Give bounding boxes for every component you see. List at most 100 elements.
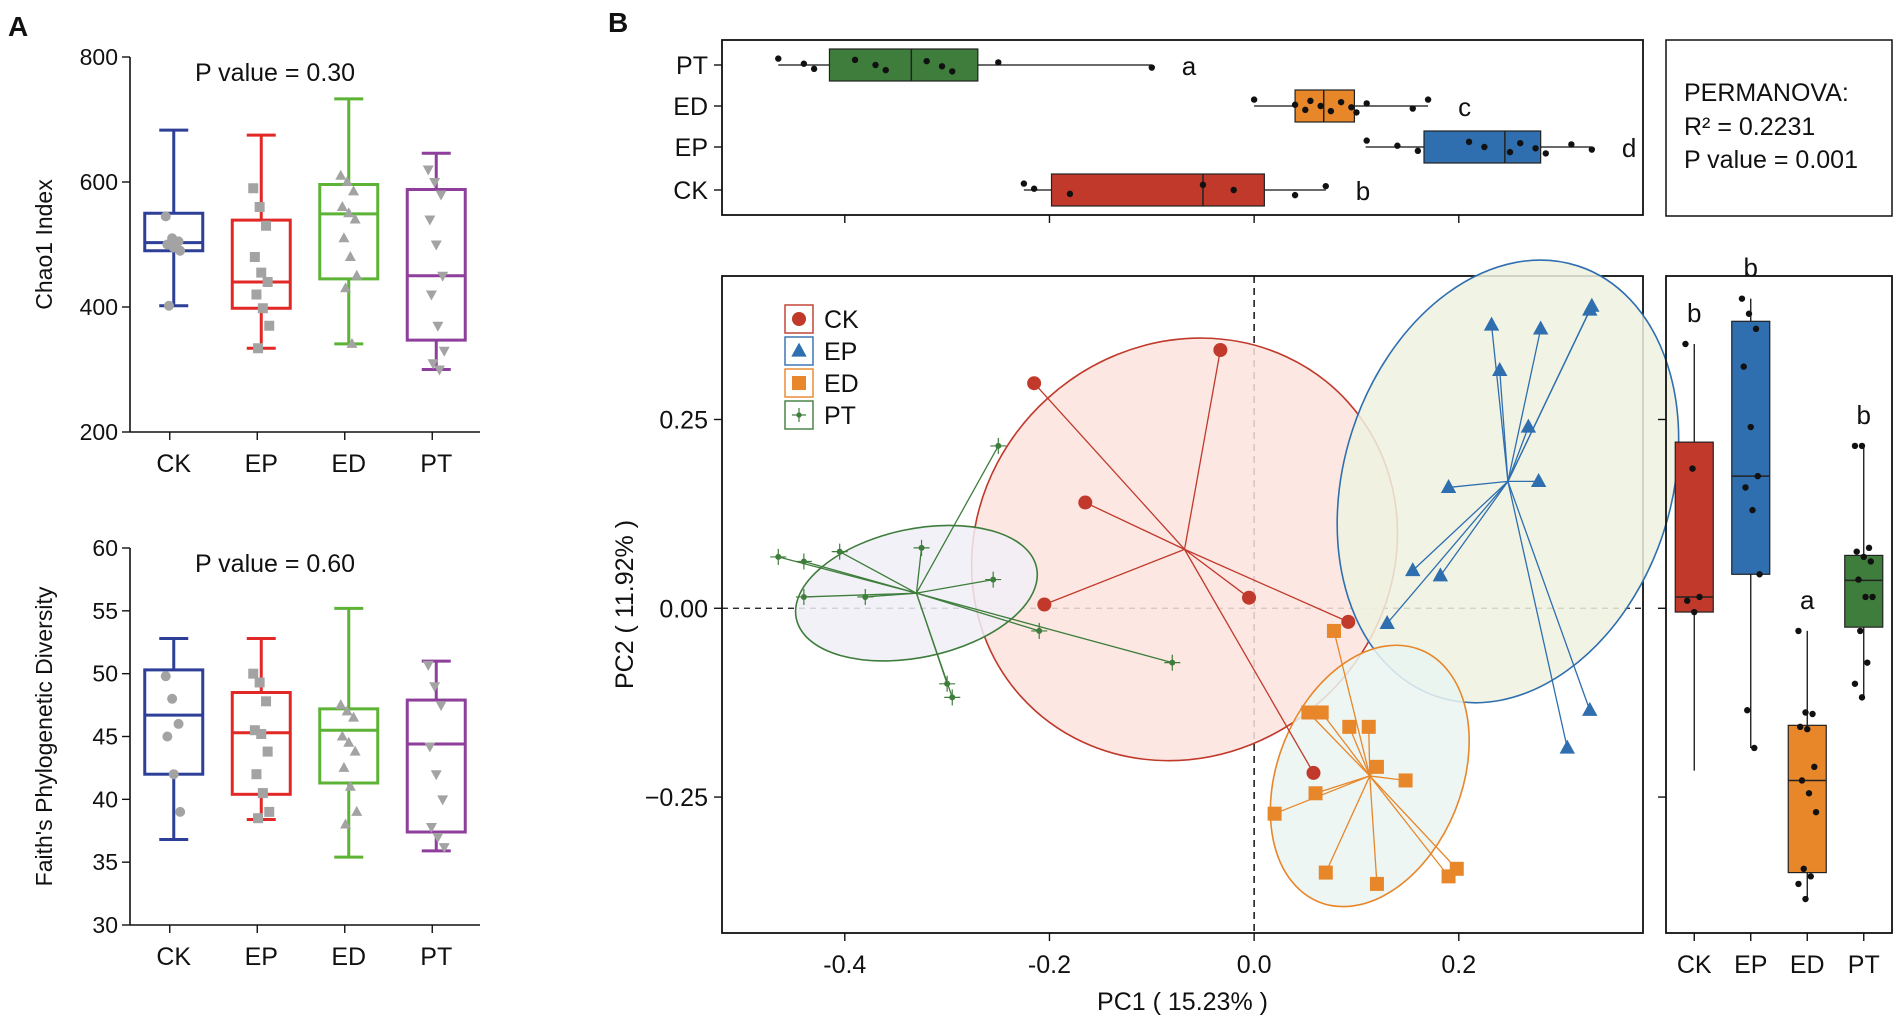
data-point [256,267,267,278]
data-point [437,795,449,806]
scatter-point [944,689,961,706]
spoke-line [916,592,1173,664]
data-point [341,705,353,716]
data-point [1756,571,1763,578]
scatter-point [939,675,956,692]
y-tick-label: 60 [92,535,118,561]
data-point [341,176,353,186]
box-pt: PT [405,659,467,971]
y-tick-label: PT [676,52,708,80]
scatter-point [1306,765,1321,780]
data-point [335,699,347,710]
data-point [872,61,879,69]
data-point [1804,725,1811,733]
significance-letter: c [1458,92,1471,122]
spoke-line [1183,549,1315,774]
iqr-box [1423,130,1542,164]
data-point [257,788,268,799]
p-value-annotation: P value = 0.60 [195,550,355,578]
data-point [1802,895,1809,903]
iqr-box [1050,173,1265,207]
scatter-point [1379,614,1395,629]
data-point [175,245,186,256]
data-point [248,668,259,679]
y-tick-label: EP [675,134,708,162]
spoke-line [1369,775,1458,870]
data-point [435,701,447,712]
significance-letter: b [1857,400,1871,430]
box-ck: CK [143,128,205,478]
significance-letter: b [1687,298,1701,328]
legend-label: ED [824,370,859,398]
x-tick-label: ED [331,450,366,478]
x-axis-label: PC1 ( 15.23% ) [1097,988,1268,1016]
y-tick-label: 40 [92,786,118,812]
y-tick-label: 35 [92,849,118,875]
x-tick-label: CK [156,450,191,478]
significance-letter: b [1356,176,1370,206]
x-tick-label: CK [1677,951,1712,979]
data-point [262,277,273,287]
box-ep: EP [230,636,292,971]
spoke-line [1368,726,1371,776]
data-point [1542,150,1549,157]
spoke-line [1499,370,1509,482]
vbox-ck: b CK [1674,298,1714,979]
x-tick-label: EP [1734,951,1767,979]
scatter-point-dot [800,558,807,565]
spoke-line [1369,775,1378,884]
scatter-point-dot [1169,659,1176,666]
data-point [1751,744,1758,752]
scatter-point [985,571,1002,588]
scatter-point [913,539,930,556]
spoke-line [1507,481,1568,749]
data-point [1740,363,1747,370]
spoke-line [1348,726,1371,777]
scatter-point [795,553,812,570]
data-point [1851,442,1859,450]
legend-label: CK [824,306,859,334]
iqr-box [1844,554,1884,628]
data-point [1353,109,1360,116]
data-point [346,337,358,348]
data-point [1807,873,1814,880]
data-point [348,711,360,722]
data-point [1749,506,1756,514]
scatter-point [1342,719,1357,734]
data-point [1066,190,1074,198]
data-point [1291,191,1299,199]
spoke-line [1507,328,1542,482]
x-tick-label: PT [420,943,452,971]
data-point [810,65,818,73]
scatter-point [857,588,874,605]
data-point [261,220,272,231]
data-point [1532,145,1539,152]
y-axis-label: Chao1 Index [31,179,57,310]
x-tick-label: -0.4 [823,951,866,979]
vbox-ep: b EP [1731,253,1771,979]
data-point [433,365,445,376]
data-point [1689,465,1696,472]
data-point [430,240,442,251]
iqr-box [1731,320,1771,575]
data-point [1322,182,1329,190]
data-point [1738,295,1746,302]
spoke-line [1307,712,1371,777]
data-point [348,185,360,196]
data-point [1797,723,1804,731]
box-ep: EP [230,133,292,478]
data-point [1691,608,1698,616]
scatter-point [1164,654,1181,671]
y-axis-label: PC2 ( 11.92% ) [611,520,639,689]
data-point [1798,777,1806,784]
data-point [1754,472,1761,480]
spoke-line [1490,325,1509,482]
spoke-line [1507,481,1591,711]
spoke-line [865,592,917,598]
faith-pd-boxplot: 30 35 40 45 50 55 60 Faith's Phylogenetic Diver… [31,535,480,971]
x-tick-label: ED [1790,951,1825,979]
scatter-point [1361,719,1376,734]
spoke-line [915,445,999,594]
data-point [1747,423,1754,431]
